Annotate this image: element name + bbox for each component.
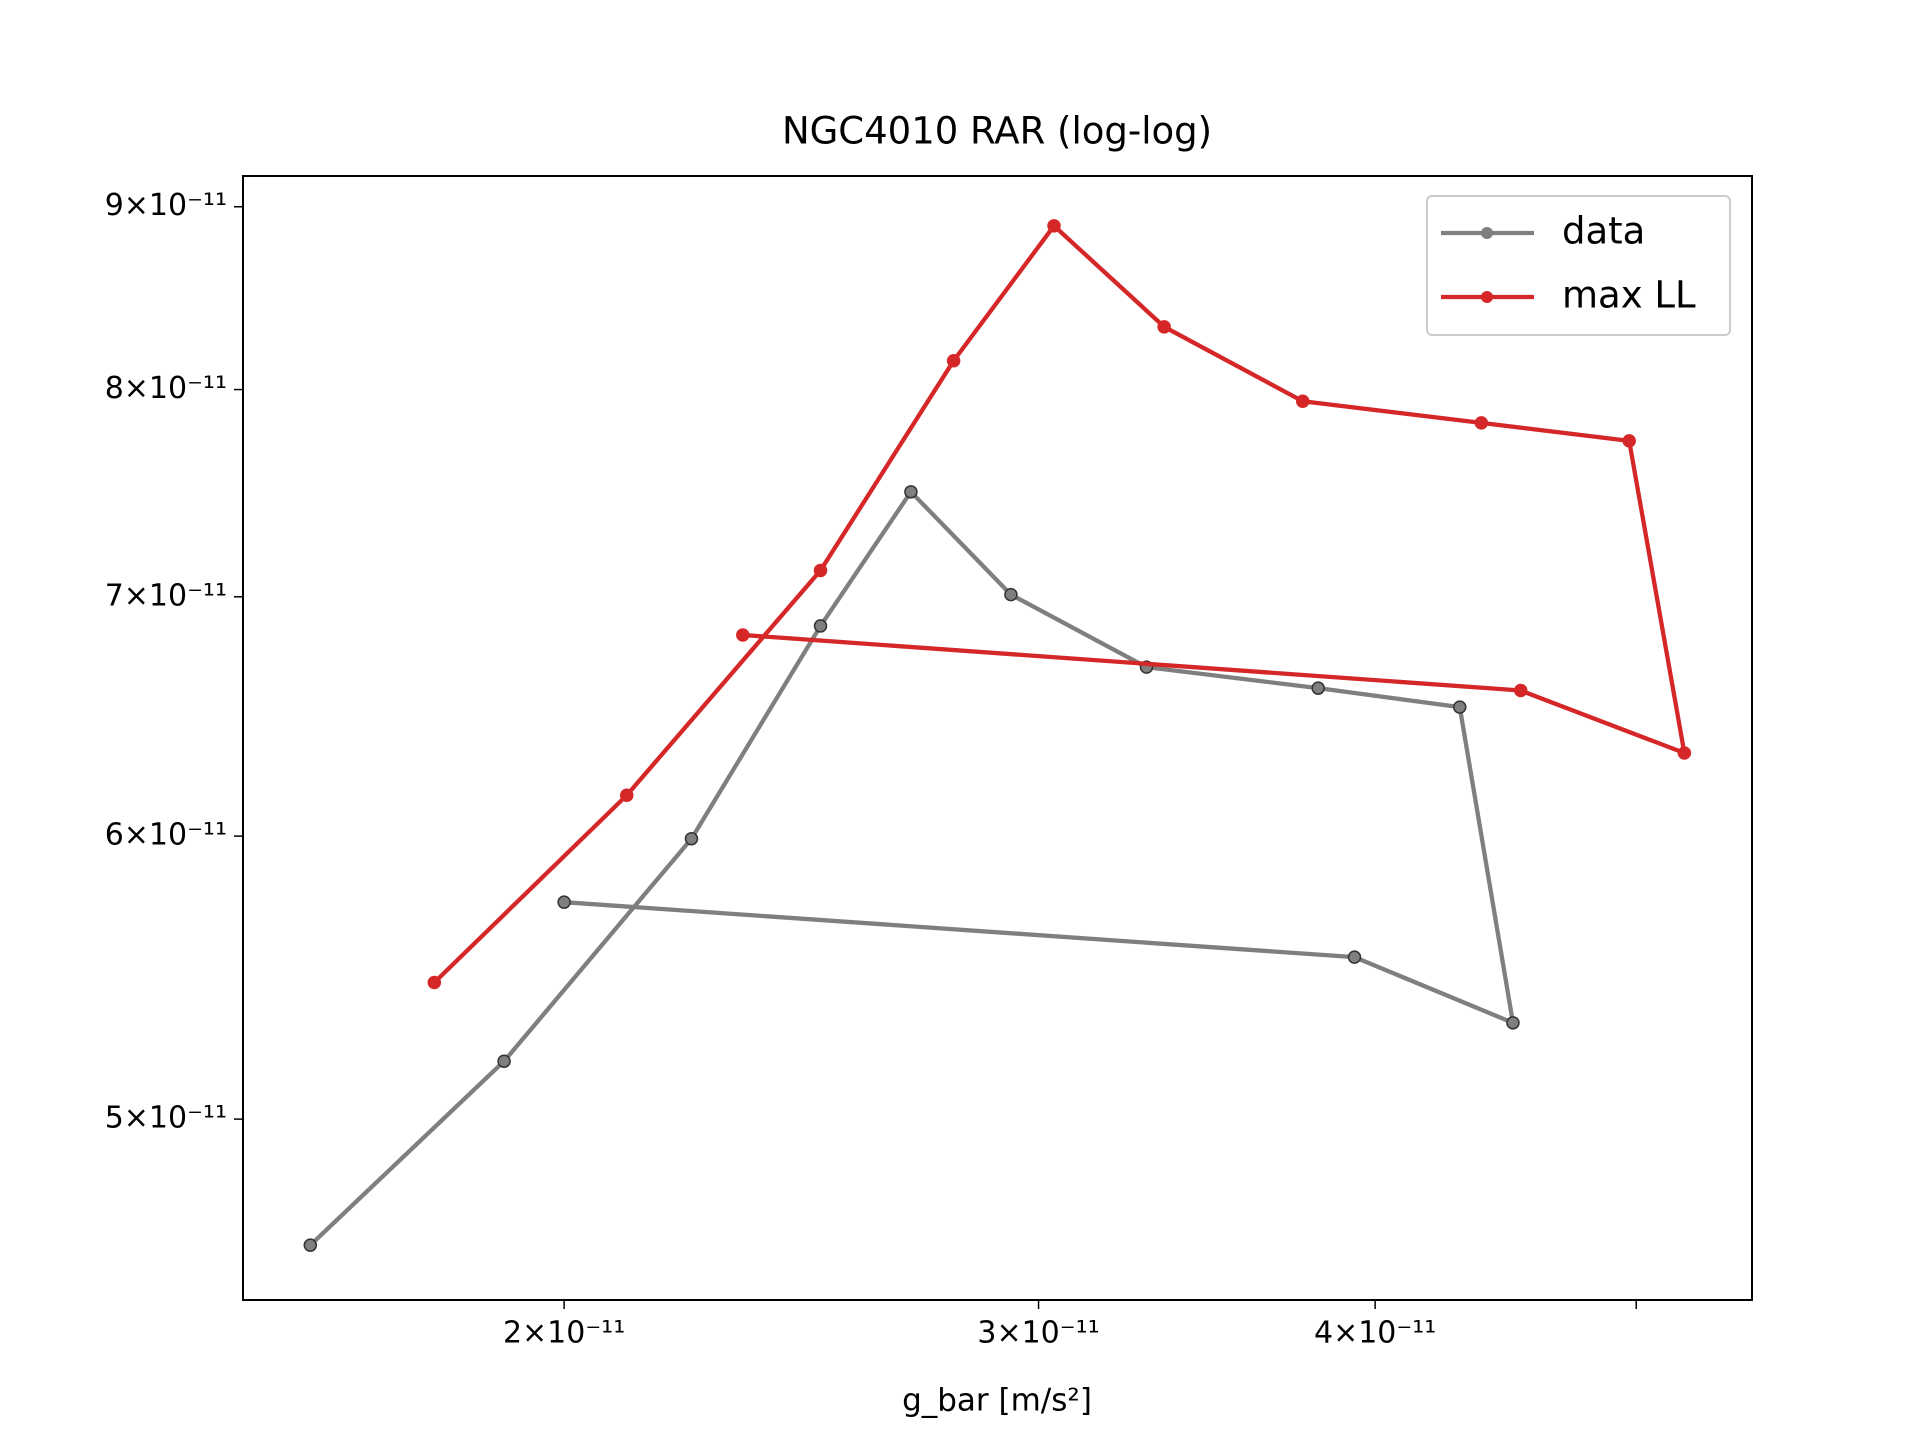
x-tick-label: 2×10⁻¹¹	[503, 1316, 625, 1351]
series-line	[308, 489, 1516, 1247]
point	[1347, 950, 1362, 964]
point	[497, 1054, 511, 1068]
point	[684, 831, 699, 846]
point	[1453, 700, 1467, 714]
point	[1311, 681, 1325, 695]
legend-marker	[1481, 227, 1493, 239]
plot-frame	[242, 175, 1753, 1301]
point	[904, 485, 918, 499]
chart-title: NGC4010 RAR (log-log)	[782, 110, 1212, 153]
y-tick-label: 5×10⁻¹¹	[105, 1101, 227, 1136]
point	[813, 563, 828, 578]
x-tick-label: 4×10⁻¹¹	[1314, 1316, 1436, 1351]
series-line	[432, 223, 1687, 985]
y-tick-label: 7×10⁻¹¹	[105, 578, 227, 613]
legend-label: data	[1562, 210, 1645, 253]
x-tick-label: 3×10⁻¹¹	[977, 1316, 1099, 1351]
point	[620, 788, 634, 803]
x-axis-label: g_bar [m/s²]	[902, 1383, 1092, 1419]
point	[557, 895, 571, 909]
point	[1677, 746, 1692, 760]
point	[736, 628, 750, 642]
point	[1474, 416, 1489, 430]
point	[427, 975, 442, 990]
legend-label: max LL	[1562, 274, 1696, 317]
point	[946, 353, 961, 368]
point	[303, 1238, 318, 1252]
legend-box	[1426, 195, 1731, 336]
point	[1004, 587, 1018, 602]
y-tick-label: 6×10⁻¹¹	[105, 818, 227, 853]
y-tick-label: 8×10⁻¹¹	[105, 371, 227, 406]
legend-marker	[1481, 291, 1493, 303]
point	[1295, 394, 1310, 408]
point	[1047, 219, 1061, 233]
point	[813, 619, 828, 633]
y-tick-label: 9×10⁻¹¹	[105, 188, 227, 223]
plot-area	[303, 219, 1692, 1252]
point	[1513, 683, 1528, 698]
point	[1622, 434, 1636, 448]
point	[1506, 1016, 1520, 1030]
point	[1157, 320, 1171, 334]
